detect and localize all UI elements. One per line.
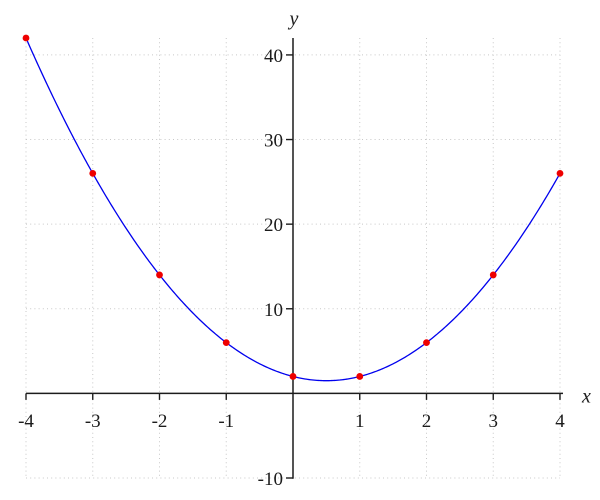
x-tick-label: -4 xyxy=(18,411,34,432)
x-tick-label: -2 xyxy=(152,411,168,432)
y-tick-label: -10 xyxy=(258,469,283,490)
data-point xyxy=(156,271,163,279)
x-tick-label: 2 xyxy=(422,411,432,432)
y-tick-label: 40 xyxy=(264,46,283,67)
x-tick-label: 4 xyxy=(555,411,565,432)
x-axis-title: x xyxy=(581,385,591,407)
x-tick-label: -1 xyxy=(218,411,234,432)
y-tick-label: 10 xyxy=(264,300,283,321)
data-point xyxy=(489,271,497,279)
data-point xyxy=(356,373,364,380)
x-tick-label: -3 xyxy=(85,411,101,432)
data-point xyxy=(423,339,430,347)
y-tick-label: 20 xyxy=(264,215,283,236)
data-point xyxy=(556,169,564,177)
data-point xyxy=(222,339,230,347)
y-axis-title: y xyxy=(288,8,299,30)
data-point xyxy=(89,169,97,177)
x-tick-label: 3 xyxy=(489,411,499,432)
data-point xyxy=(22,34,30,42)
x-tick-label: 1 xyxy=(355,411,365,432)
data-point xyxy=(289,373,297,380)
y-tick-label: 30 xyxy=(264,131,283,152)
